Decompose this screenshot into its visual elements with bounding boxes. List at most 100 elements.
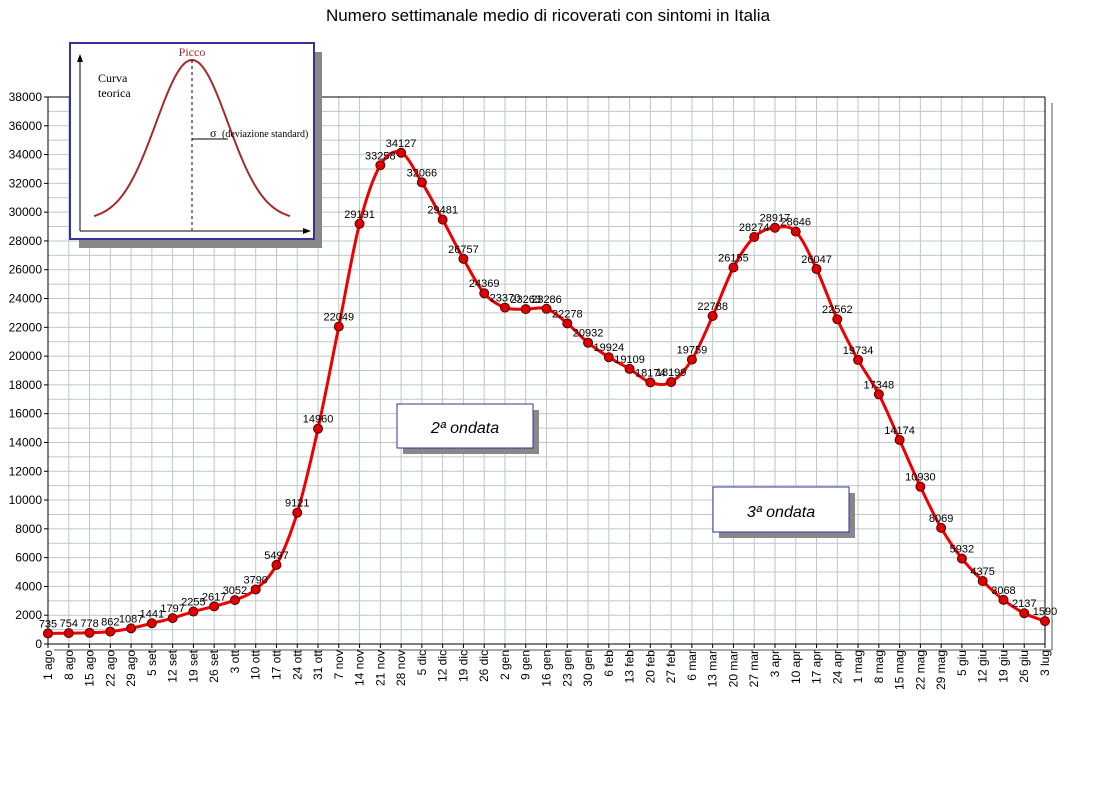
y-tick-label: 30000 — [9, 205, 43, 219]
x-tick-label: 9 gen — [519, 650, 533, 680]
data-label: 34127 — [386, 138, 417, 150]
data-label: 1590 — [1033, 606, 1057, 618]
x-tick-label: 3 lug — [1038, 650, 1052, 676]
x-tick-label: 26 dic — [477, 650, 491, 682]
data-label: 3068 — [991, 585, 1015, 597]
data-point — [146, 618, 157, 629]
inset-sigma-description: (deviazione standard) — [222, 129, 308, 140]
x-tick-label: 10 apr — [789, 650, 803, 684]
y-tick-label: 22000 — [9, 320, 43, 334]
data-point — [479, 288, 490, 299]
x-tick-label: 21 nov — [373, 650, 387, 686]
y-tick-label: 14000 — [9, 435, 43, 449]
data-label: 26757 — [448, 244, 479, 256]
data-label: 1797 — [160, 603, 184, 615]
data-label: 4375 — [970, 566, 994, 578]
data-point — [292, 507, 303, 518]
data-point — [603, 352, 614, 363]
y-axis-ticks: 0 2000 4000 6000 8000 10000 12000 14000 16000 180… — [9, 90, 48, 651]
series-markers — [43, 147, 1050, 639]
data-point — [520, 304, 531, 315]
x-tick-label: 22 mag — [913, 650, 927, 690]
x-tick-label: 8 ago — [62, 650, 76, 680]
x-tick-label: 1 ago — [41, 650, 55, 680]
x-axis-ticks: 1 ago 8 ago 15 ago 22 ago 29 ago 5 set 12 set 1… — [41, 644, 1052, 690]
data-label: 2617 — [202, 591, 226, 603]
y-tick-label: 6000 — [15, 551, 42, 565]
x-tick-label: 12 set — [166, 649, 180, 682]
x-tick-label: 5 set — [145, 649, 159, 676]
x-tick-label: 13 feb — [623, 650, 637, 684]
data-label: 22788 — [697, 301, 728, 313]
data-label: 19924 — [594, 342, 625, 354]
x-tick-label: 8 mag — [872, 650, 886, 683]
x-tick-label: 24 apr — [830, 650, 844, 684]
x-tick-label: 3 apr — [768, 650, 782, 677]
data-label: 18174 — [635, 367, 666, 379]
data-label: 26155 — [718, 253, 749, 265]
y-tick-label: 8000 — [15, 522, 42, 536]
x-tick-label: 12 giu — [976, 650, 990, 683]
x-tick-label: 26 set — [207, 649, 221, 682]
data-point — [229, 595, 240, 606]
data-point — [624, 363, 635, 374]
data-label: 17348 — [864, 379, 895, 391]
data-label: 19109 — [614, 354, 645, 366]
inset-curve-label-1: Curva — [98, 71, 128, 85]
data-point — [313, 423, 324, 434]
x-tick-label: 6 feb — [602, 650, 616, 677]
x-tick-label: 2 gen — [498, 650, 512, 680]
data-point — [167, 613, 178, 624]
x-tick-label: 15 mag — [893, 650, 907, 690]
data-point — [894, 434, 905, 445]
annotation-2nd-wave: 2ª ondata — [396, 403, 539, 454]
data-label: 1087 — [119, 613, 143, 625]
x-tick-label: 6 mar — [685, 650, 699, 681]
x-tick-label: 22 ago — [103, 650, 117, 687]
x-tick-label: 19 set — [186, 649, 200, 682]
data-point — [354, 218, 365, 229]
data-point — [832, 314, 843, 325]
y-tick-label: 28000 — [9, 234, 43, 248]
data-point — [416, 177, 427, 188]
data-label: 778 — [80, 618, 98, 630]
data-label: 5932 — [950, 544, 974, 556]
data-label: 14174 — [884, 425, 915, 437]
inset-curve-label-2: teorica — [98, 86, 131, 100]
y-tick-label: 16000 — [9, 407, 43, 421]
data-label: 8069 — [929, 513, 953, 525]
data-point — [84, 627, 95, 638]
data-point — [749, 232, 760, 243]
inset-peak-label: Picco — [179, 45, 206, 59]
data-point — [790, 226, 801, 237]
data-point — [853, 354, 864, 365]
data-label: 26047 — [801, 254, 832, 266]
data-point — [458, 253, 469, 264]
y-tick-label: 26000 — [9, 263, 43, 277]
data-label: 22562 — [822, 304, 853, 316]
annotation-3rd-wave: 3ª ondata — [712, 486, 855, 538]
data-label: 28917 — [760, 213, 791, 225]
data-point — [271, 559, 282, 570]
data-label: 28646 — [780, 217, 811, 229]
data-point — [583, 337, 594, 348]
data-point — [562, 318, 573, 329]
inset-sigma-symbol: σ — [210, 126, 217, 140]
data-point — [396, 147, 407, 158]
data-point — [188, 606, 199, 617]
x-tick-label: 20 feb — [643, 650, 657, 684]
x-tick-label: 26 giu — [1017, 650, 1031, 683]
x-tick-label: 24 ott — [290, 649, 304, 680]
data-point — [499, 302, 510, 313]
chart-title: Numero settimanale medio di ricoverati c… — [326, 6, 771, 25]
y-tick-label: 10000 — [9, 493, 43, 507]
y-tick-label: 2000 — [15, 608, 42, 622]
data-point — [63, 628, 74, 639]
data-label: 3790 — [243, 574, 267, 586]
data-label: 1441 — [140, 608, 164, 620]
data-label: 5497 — [264, 550, 288, 562]
data-label: 32066 — [407, 167, 438, 179]
data-label: 19734 — [843, 345, 874, 357]
data-point — [956, 553, 967, 564]
data-label: 19759 — [677, 345, 708, 357]
